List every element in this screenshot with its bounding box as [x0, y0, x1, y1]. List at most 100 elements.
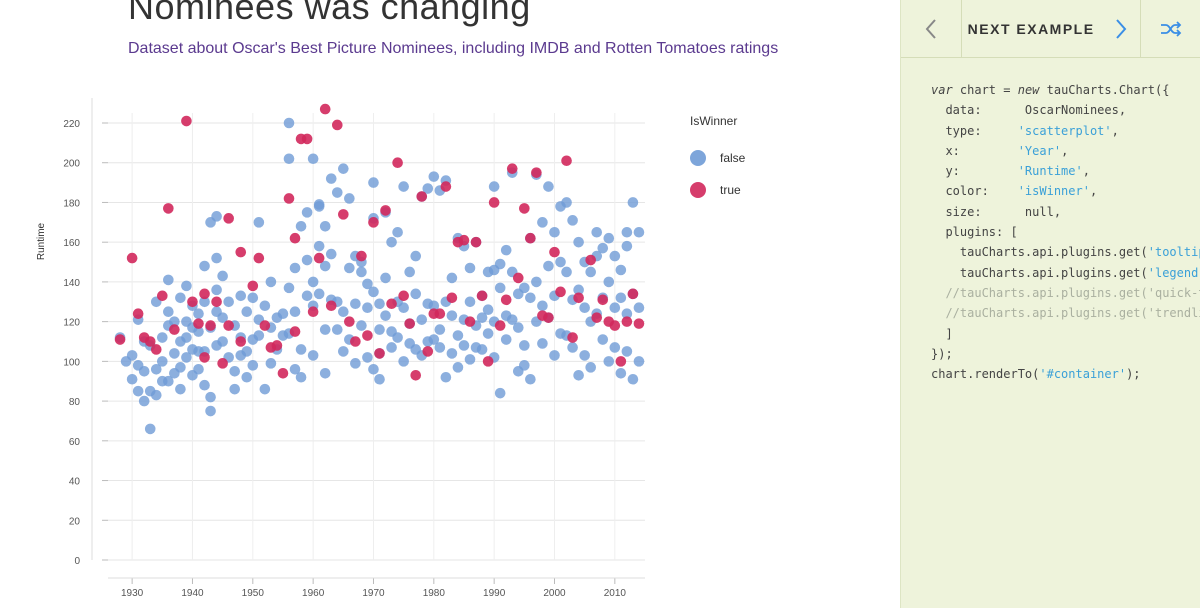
legend-item-true[interactable]: true — [690, 174, 745, 206]
point-false — [392, 332, 403, 343]
point-false — [464, 262, 476, 274]
point-false — [229, 365, 241, 377]
point-false — [500, 334, 512, 345]
point-false — [452, 330, 464, 341]
point-false — [181, 280, 192, 292]
next-example-label[interactable]: NEXT EXAMPLE — [967, 20, 1095, 37]
point-true — [344, 316, 355, 327]
point-true — [440, 181, 452, 192]
point-false — [519, 340, 530, 351]
point-true — [126, 252, 138, 264]
point-false — [325, 173, 337, 184]
point-true — [531, 167, 542, 178]
point-false — [627, 373, 639, 385]
code-token: '#container' — [1039, 367, 1127, 382]
point-false — [319, 367, 331, 379]
point-false — [597, 242, 609, 254]
prev-example-button[interactable] — [901, 0, 962, 57]
y-tick-label: 80 — [69, 397, 81, 408]
point-false — [591, 226, 603, 238]
point-true — [543, 312, 554, 323]
point-false — [331, 187, 343, 198]
code-token: 'Year' — [1017, 143, 1062, 158]
chevron-left-icon — [925, 18, 936, 39]
point-true — [404, 318, 415, 329]
point-true — [567, 332, 578, 343]
point-false — [193, 308, 204, 319]
point-false — [452, 362, 464, 373]
point-false — [175, 292, 186, 304]
point-true — [458, 234, 470, 246]
point-false — [157, 356, 168, 367]
point-false — [205, 405, 216, 417]
code-line: y: 'Runtime', — [931, 161, 1200, 181]
point-false — [633, 356, 645, 367]
point-true — [555, 286, 566, 298]
code-token: }); — [931, 346, 953, 361]
point-true — [356, 250, 367, 262]
point-false — [301, 254, 313, 266]
code-token: chart.renderTo( — [931, 367, 1040, 382]
point-false — [319, 220, 331, 232]
point-false — [241, 306, 253, 318]
y-axis-label: Runtime — [36, 222, 47, 260]
legend-title: IsWinner — [690, 114, 738, 128]
point-false — [368, 177, 379, 188]
point-false — [265, 276, 277, 288]
point-false — [633, 226, 645, 238]
shuffle-button[interactable] — [1141, 0, 1200, 57]
point-true — [506, 163, 518, 174]
point-false — [458, 340, 470, 351]
point-false — [295, 220, 307, 232]
point-false — [362, 352, 373, 363]
point-false — [307, 153, 319, 165]
legend-swatch-true — [690, 182, 706, 198]
point-false — [126, 373, 138, 385]
point-false — [476, 344, 488, 355]
code-line: color: 'isWinner', — [931, 181, 1200, 201]
point-true — [193, 318, 204, 329]
point-false — [199, 260, 210, 272]
code-token: , — [1082, 164, 1090, 179]
next-example-button[interactable] — [1101, 0, 1142, 57]
point-false — [585, 266, 596, 278]
point-true — [132, 308, 144, 319]
point-true — [476, 290, 488, 302]
legend-label-false: false — [720, 151, 746, 165]
point-false — [603, 276, 615, 288]
point-false — [416, 314, 428, 325]
code-token: new — [1017, 83, 1040, 97]
point-true — [271, 340, 283, 351]
point-false — [319, 324, 331, 335]
point-true — [283, 193, 295, 204]
y-tick-label: 40 — [69, 477, 81, 488]
point-true — [223, 320, 234, 331]
point-false — [132, 385, 144, 397]
legend-item-false[interactable]: false — [690, 142, 745, 174]
point-false — [380, 310, 391, 321]
point-false — [543, 181, 554, 192]
point-false — [356, 266, 367, 278]
point-true — [223, 213, 234, 224]
point-false — [295, 344, 307, 355]
point-false — [338, 163, 349, 174]
point-false — [163, 274, 174, 286]
point-true — [307, 306, 319, 318]
point-true — [519, 203, 530, 214]
point-false — [241, 371, 253, 383]
x-tick-label: 2010 — [604, 588, 627, 599]
point-false — [573, 369, 584, 381]
point-true — [157, 290, 168, 302]
point-true — [398, 290, 409, 302]
point-false — [609, 342, 621, 353]
point-false — [319, 260, 331, 272]
x-tick-label: 1930 — [121, 588, 144, 599]
point-false — [175, 362, 186, 373]
point-false — [537, 338, 548, 349]
point-false — [259, 300, 271, 312]
point-true — [488, 197, 500, 208]
code-line: tauCharts.api.plugins.get('legend' — [931, 263, 1200, 283]
point-false — [313, 240, 325, 252]
point-true — [289, 232, 301, 244]
point-true — [446, 292, 458, 304]
